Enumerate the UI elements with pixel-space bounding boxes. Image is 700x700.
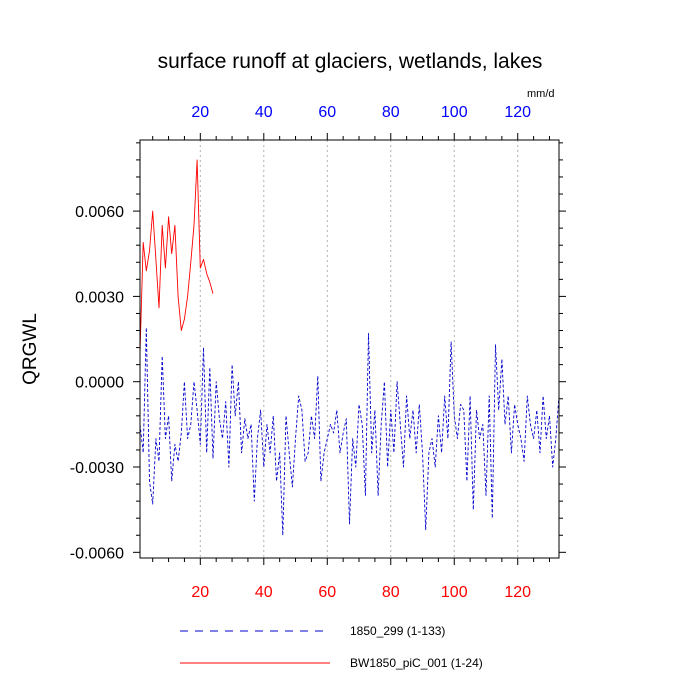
x-tick-labels-bottom: 20 40 60 80 100 120: [191, 584, 531, 601]
units-label: mm/d: [527, 88, 555, 100]
y-tick-label: -0.0060: [70, 545, 124, 562]
x-tick-label-top: 40: [255, 104, 273, 121]
plot-frame: [139, 139, 560, 559]
x-tick-label-top: 20: [191, 104, 209, 121]
y-axis-label: QRGWL: [20, 313, 41, 385]
chart-title: surface runoff at glaciers, wetlands, la…: [158, 50, 543, 73]
x-tick-label-bottom: 40: [255, 584, 273, 601]
x-tick-label-bottom: 60: [318, 584, 336, 601]
x-tick-label-top: 80: [382, 104, 400, 121]
y-tick-label: -0.0030: [70, 460, 124, 477]
legend: 1850_299 (1-133) BW1850_piC_001 (1-24): [180, 624, 483, 670]
y-tick-label: 0.0000: [75, 375, 124, 392]
x-tick-label-top: 120: [504, 104, 531, 121]
y-tick-label: 0.0030: [75, 289, 124, 306]
x-tick-label-bottom: 80: [382, 584, 400, 601]
y-tick-label: 0.0060: [75, 204, 124, 221]
y-tick-labels: 0.0060 0.0030 0.0000 -0.0030 -0.0060: [70, 204, 124, 562]
legend-label-2: BW1850_piC_001 (1-24): [350, 656, 483, 670]
x-tick-label-top: 100: [441, 104, 468, 121]
series-line-1: [139, 327, 560, 536]
series-line-2: [139, 159, 214, 354]
series-lines: [139, 159, 560, 536]
axis-ticks: [133, 133, 566, 565]
x-tick-label-bottom: 120: [504, 584, 531, 601]
x-tick-labels-top: 20 40 60 80 100 120: [191, 104, 531, 121]
x-tick-label-top: 60: [318, 104, 336, 121]
gridlines: [199, 140, 519, 558]
legend-label-1: 1850_299 (1-133): [350, 624, 445, 638]
x-tick-label-bottom: 20: [191, 584, 209, 601]
x-tick-label-bottom: 100: [441, 584, 468, 601]
